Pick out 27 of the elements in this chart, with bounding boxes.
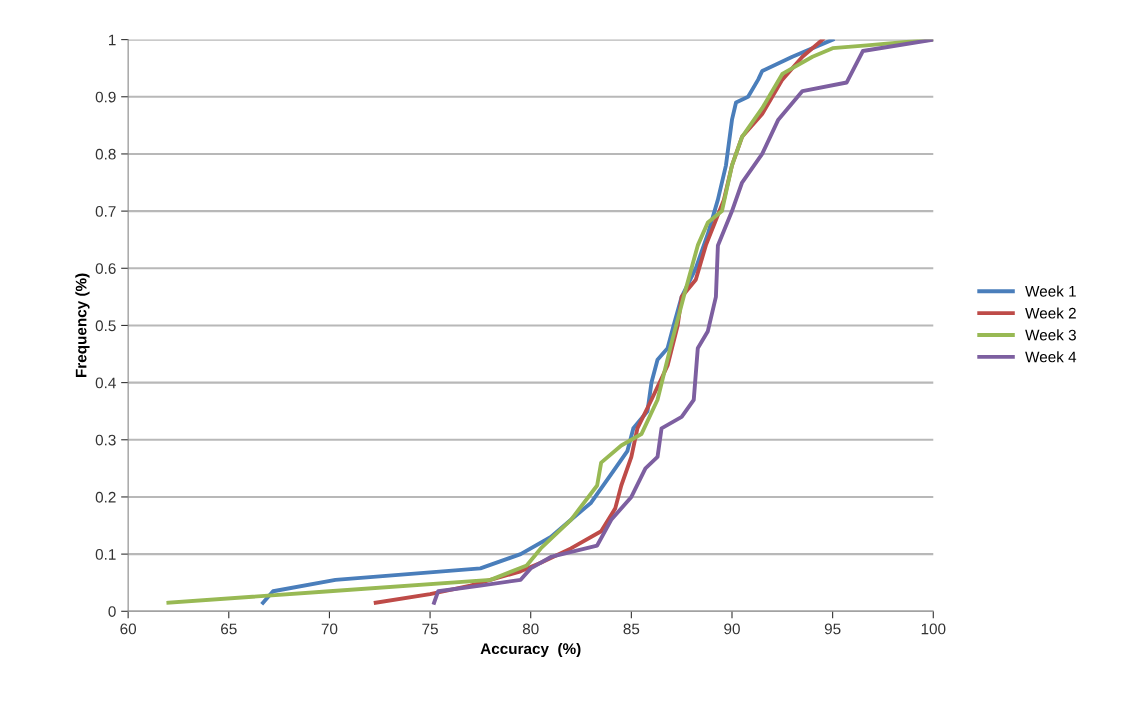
x-tick-label: 60: [120, 623, 137, 635]
y-tick-label: 0.1: [95, 548, 116, 560]
x-tick-label: 65: [221, 623, 237, 635]
y-tick-label: 0.2: [95, 491, 116, 503]
x-tick-label: 85: [623, 623, 640, 635]
x-tick-label: 95: [824, 623, 841, 635]
legend-label: Week 4: [1025, 351, 1077, 363]
legend-label: Week 1: [1025, 285, 1076, 297]
x-tick-label: 90: [724, 623, 740, 635]
x-tick-label: 70: [321, 623, 338, 635]
y-tick-label: 0.3: [95, 434, 116, 446]
y-tick-label: 0: [108, 606, 116, 617]
y-tick-label: 0.4: [95, 377, 116, 389]
y-tick-label: 0.7: [95, 205, 116, 217]
y-tick-label: 0.6: [95, 263, 116, 274]
legend-label: Week 3: [1025, 329, 1076, 341]
x-tick-label: 100: [921, 623, 946, 635]
legend-label: Week 2: [1025, 307, 1076, 319]
x-tick-label: 75: [422, 623, 438, 635]
x-axis-title: Accuracy (%): [480, 642, 581, 658]
y-tick-label: 1: [109, 34, 116, 46]
y-axis-title: Frequency (%): [75, 273, 90, 378]
y-tick-label: 0.8: [95, 148, 116, 160]
x-tick-label: 80: [522, 623, 539, 635]
y-tick-label: 0.5: [95, 320, 116, 332]
y-tick-label: 0.9: [95, 91, 116, 103]
line-series: [432, 39, 934, 605]
